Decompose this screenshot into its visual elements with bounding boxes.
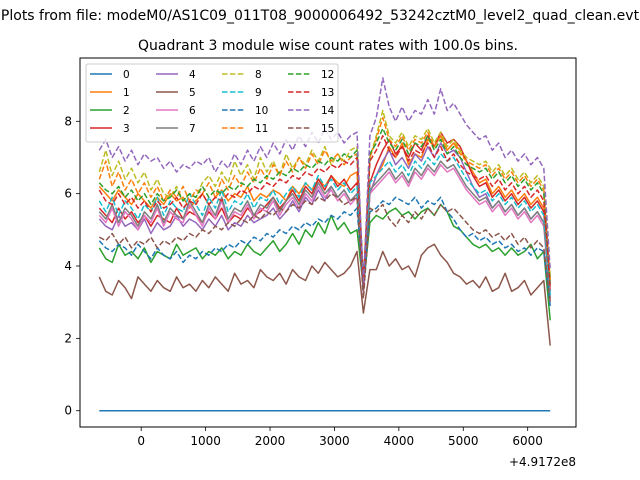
series-line-7 [98,160,551,299]
y-tick-label: 6 [64,187,72,201]
legend-item-0: 0 [90,69,130,81]
x-tick-label: 5000 [448,434,479,448]
legend-label: 11 [255,123,268,135]
series-line-10 [98,196,551,306]
legend-item-4: 4 [156,69,196,81]
legend-item-3: 3 [90,123,130,135]
series-line-15 [98,192,551,303]
series-line-2 [98,203,551,321]
legend-label: 15 [321,123,334,135]
figure-suptitle: Plots from file: modeM0/AS1C09_011T08_90… [1,8,640,24]
x-tick-label: 6000 [512,434,543,448]
legend-item-8: 8 [222,69,262,81]
plot-area-frame [79,57,577,428]
legend-label: 8 [255,69,262,81]
legend-item-13: 13 [288,87,334,99]
x-axis: 0 1000 2000 3000 4000 5000 6000 [137,434,543,448]
y-tick-label: 4 [64,259,72,273]
legend-label: 9 [255,87,262,99]
legend-item-12: 12 [288,69,334,81]
y-tick-label: 8 [64,114,72,128]
series-line-6 [98,163,551,303]
chart-title: Quadrant 3 module wise count rates with … [138,38,518,54]
legend-item-10: 10 [222,105,268,117]
legend-label: 12 [321,69,334,81]
y-tick-label: 2 [64,331,72,345]
legend-label: 3 [123,123,130,135]
legend-item-5: 5 [156,87,196,99]
legend-label: 5 [189,87,196,99]
series-line-3 [98,131,551,292]
legend-label: 4 [189,69,196,81]
legend-frame [85,63,339,143]
series-line-1 [98,135,551,289]
x-tick-label: 2000 [255,434,286,448]
series-layer [98,77,551,412]
legend-item-7: 7 [156,123,196,135]
x-tick-label: 0 [137,434,145,448]
x-axis-offset-label: +4.9172e8 [509,455,576,469]
legend-item-2: 2 [90,105,130,117]
series-line-13 [98,135,551,288]
y-tick-label: 0 [64,404,72,418]
legend-label: 1 [123,87,130,99]
legend-label: 2 [123,105,130,117]
legend-item-9: 9 [222,87,262,99]
legend-label: 7 [189,123,196,135]
legend-label: 13 [321,87,334,99]
series-line-8 [98,109,551,285]
legend-label: 14 [321,105,335,117]
x-tick-label: 3000 [319,434,350,448]
legend-item-1: 1 [90,87,130,99]
legend-label: 10 [255,105,268,117]
series-line-9 [98,153,551,296]
y-axis: 0 2 4 6 8 [64,114,72,417]
legend-item-15: 15 [288,123,334,135]
x-tick-label: 4000 [384,434,415,448]
series-line-12 [98,127,551,285]
legend-item-14: 14 [288,105,335,117]
legend-label: 6 [189,105,196,117]
series-line-11 [98,116,551,285]
series-line-5 [98,243,551,346]
legend-label: 0 [123,69,130,81]
legend-item-11: 11 [222,123,268,135]
tick-marks [76,120,529,431]
x-tick-label: 1000 [190,434,221,448]
legend-item-6: 6 [156,105,196,117]
